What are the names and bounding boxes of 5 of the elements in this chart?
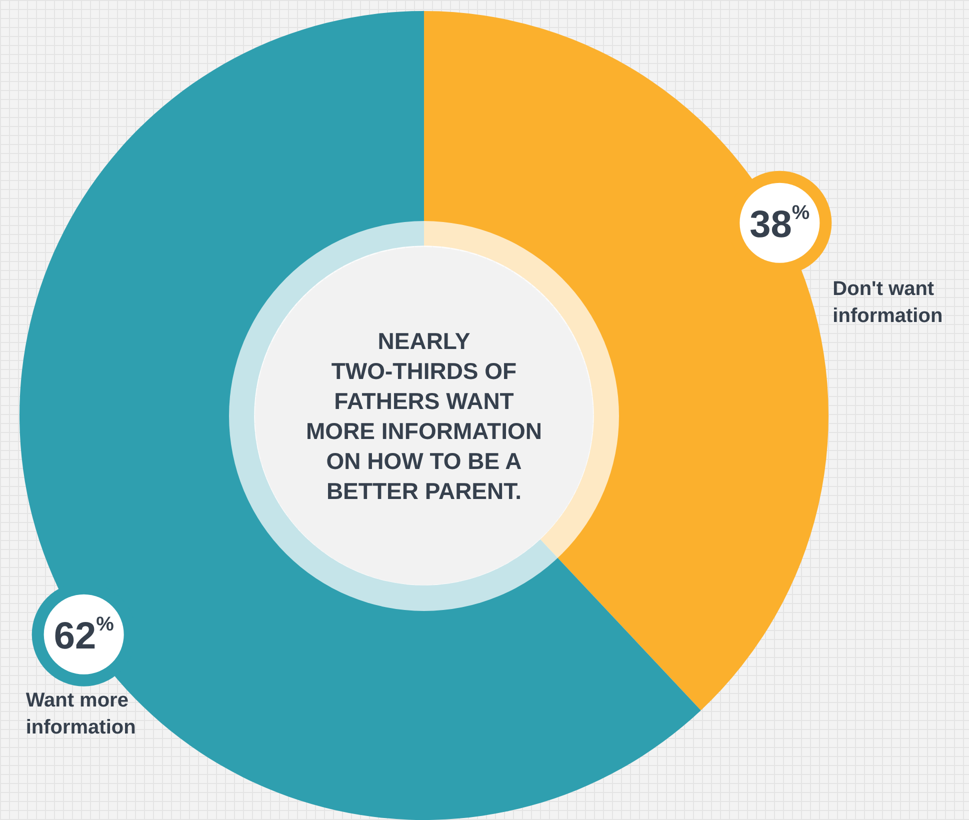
data-label: 38% [750,202,810,246]
data-label: 62% [54,613,114,658]
slice-label: Want more information [26,689,136,738]
text: NEARLY TWO-THIRDS OF FATHERS WANT MORE INFORMATION ON HOW TO BE A BETTER PARENT. [306,326,542,506]
slice-label: Don't want information [832,278,943,327]
